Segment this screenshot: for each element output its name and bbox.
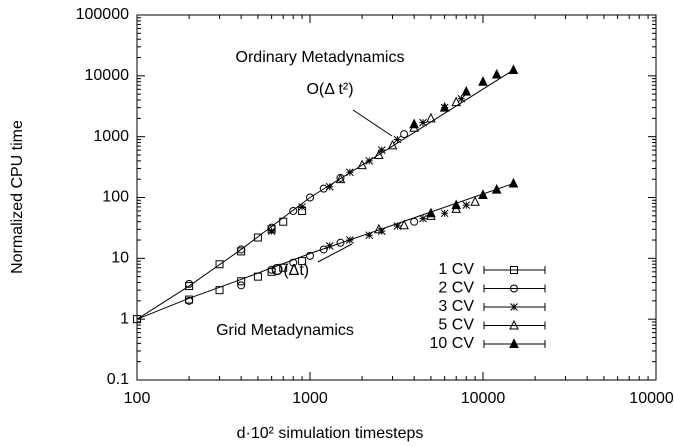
marker [374,223,384,234]
marker [478,76,488,86]
marker [491,183,502,194]
marker [267,267,276,276]
marker [410,217,419,226]
y-tick-label: 100 [102,189,129,206]
marker [377,146,386,155]
marker [306,193,314,202]
y-tick-label: 1000 [93,128,129,145]
x-axis-label: d·10² simulation timesteps [237,425,424,442]
x-tick-label: 100000 [629,390,674,407]
marker [267,265,276,274]
marker [400,130,409,139]
marker [335,173,346,184]
marker [185,279,194,288]
plot-frame [136,14,657,381]
marker [237,247,246,256]
annotation: O(Δt) [271,262,309,279]
marker [387,139,398,150]
marker [509,319,519,330]
marker [289,206,298,215]
y-tick-label: 100000 [76,6,129,23]
x-tick-label: 10000 [461,390,506,407]
fit-line [136,69,514,320]
marker [462,201,471,209]
marker [279,263,288,272]
marker [451,96,462,107]
annotation: Ordinary Metadynamics [236,49,405,66]
legend-label: 3 CV [438,298,474,315]
marker [510,284,518,293]
marker [426,207,436,218]
marker [346,168,354,177]
marker [426,112,436,123]
legend-label: 1 CV [438,261,474,278]
marker [451,199,462,210]
marker [298,203,306,211]
legend-label: 5 CV [438,317,474,334]
marker [461,86,472,96]
y-tick-label: 0.1 [107,371,129,388]
marker [237,281,246,290]
marker [409,118,419,129]
x-tick-label: 1000 [292,390,328,407]
marker [419,118,427,127]
marker [185,296,194,305]
marker [253,233,262,242]
marker [215,286,224,295]
marker [374,149,384,159]
marker [306,251,314,260]
marker [215,260,224,269]
marker [393,222,402,230]
y-tick-label: 10 [111,250,129,267]
marker [279,217,288,226]
x-tick-label: 100 [124,390,151,407]
marker [508,64,519,74]
marker [325,242,334,250]
y-tick-label: 10000 [85,67,130,84]
marker [365,157,374,165]
marker [185,282,194,291]
marker [298,257,307,266]
legend-label: 10 CV [430,335,475,352]
marker [419,214,427,223]
annotation: O(Δ t²) [306,81,353,98]
marker [478,189,488,199]
marker [289,258,298,267]
marker [399,219,409,230]
marker [510,303,518,311]
marker [237,245,246,254]
marker [393,135,402,144]
marker [133,315,141,324]
marker [439,102,450,112]
marker [253,272,262,281]
annotation: Grid Metadynamics [216,322,354,339]
annotation-leader [317,243,353,263]
marker [336,238,345,247]
marker [357,159,367,170]
marker [346,236,354,244]
legend-label: 2 CV [438,280,474,297]
marker [325,182,334,191]
marker [457,94,466,103]
marker [267,227,276,235]
marker [319,245,328,254]
marker [470,196,480,206]
marker [237,277,246,286]
annotation-leader [352,109,393,137]
marker [491,68,502,79]
marker [440,209,449,218]
marker [510,266,518,274]
y-axis-label: Normalized CPU time [9,120,26,274]
marker [508,177,519,188]
marker [509,338,519,348]
y-tick-label: 1 [120,310,129,327]
marker [365,231,374,240]
